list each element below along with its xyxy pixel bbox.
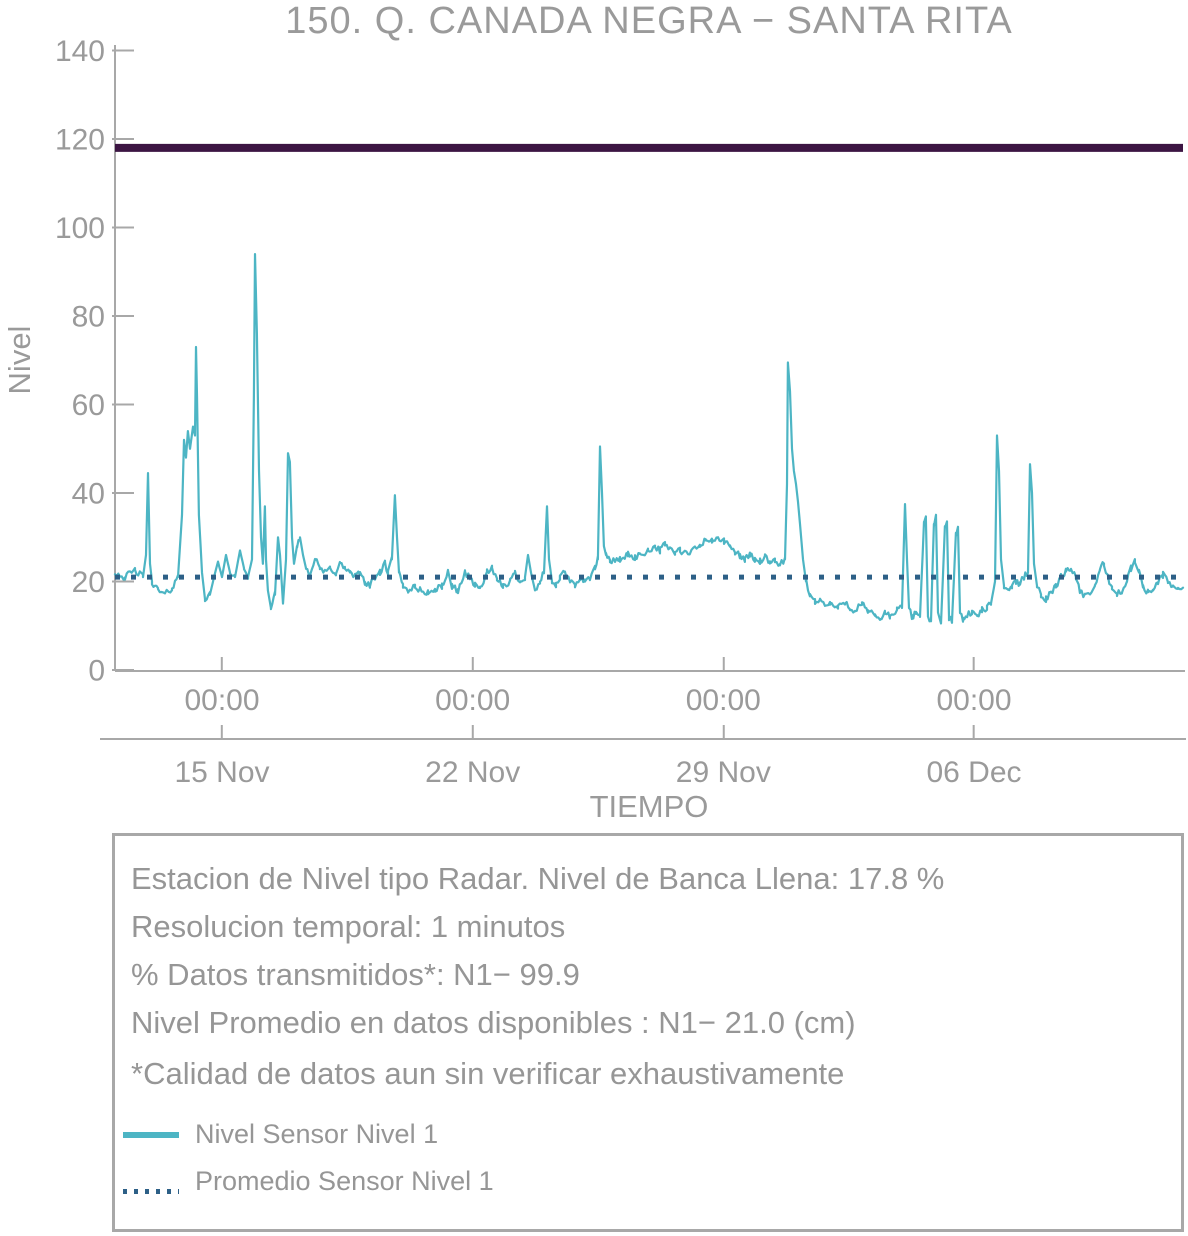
- x-time-label-3: 00:00: [686, 684, 761, 717]
- x-time-label-1: 00:00: [184, 684, 259, 717]
- y-tick-label-80: 80: [72, 301, 105, 334]
- nivel-sensor-series-line: [113, 253, 1185, 625]
- info-line-resolution: Resolucion temporal: 1 minutos: [131, 909, 566, 944]
- y-tick-label-20: 20: [72, 566, 105, 599]
- y-tick-label-0: 0: [88, 655, 105, 688]
- info-line-average: Nivel Promedio en datos disponibles : N1…: [131, 1005, 856, 1040]
- x-time-label-4: 00:00: [936, 684, 1011, 717]
- average-dotted-swatch-icon: [123, 1181, 179, 1194]
- page-title: 150. Q. CANADA NEGRA − SANTA RITA: [285, 0, 1013, 42]
- y-tick-label-100: 100: [55, 212, 105, 245]
- info-box: Estacion de Nivel tipo Radar. Nivel de B…: [112, 833, 1184, 1232]
- y-tick-label-120: 120: [55, 124, 105, 157]
- legend-label-level: Nivel Sensor Nivel 1: [195, 1119, 439, 1149]
- y-tick-label-60: 60: [72, 389, 105, 422]
- x-date-label-4: 06 Dec: [926, 756, 1021, 789]
- info-line-bankfull: Estacion de Nivel tipo Radar. Nivel de B…: [131, 861, 945, 896]
- info-line-quality: *Calidad de datos aun sin verificar exha…: [131, 1056, 845, 1091]
- y-axis-title: Nivel: [2, 326, 37, 395]
- x-date-label-3: 29 Nov: [676, 756, 771, 789]
- level-chart: 0 20 40 60 80 100 120 140 00:00 00:00 00…: [2, 35, 1186, 824]
- x-date-label-2: 22 Nov: [425, 756, 520, 789]
- y-tick-label-40: 40: [72, 478, 105, 511]
- y-tick-label-140: 140: [55, 35, 105, 68]
- x-time-label-2: 00:00: [435, 684, 510, 717]
- level-line-swatch-icon: [123, 1132, 179, 1138]
- x-axis-title: TIEMPO: [590, 789, 709, 824]
- x-date-label-1: 15 Nov: [174, 756, 269, 789]
- info-line-transmitted: % Datos transmitidos*: N1− 99.9: [131, 957, 580, 992]
- legend-label-average: Promedio Sensor Nivel 1: [195, 1166, 494, 1196]
- chart-geometry: [100, 45, 1186, 740]
